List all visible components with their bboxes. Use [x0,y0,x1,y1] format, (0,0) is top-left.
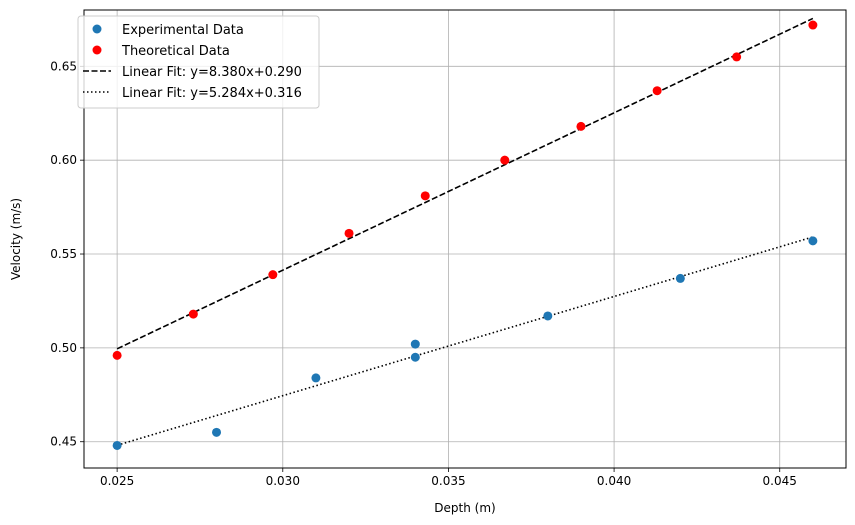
theoretical-point [652,86,662,96]
plot-frame [83,9,847,469]
x-tick-label: 0.035 [431,474,465,488]
theoretical-point [576,121,586,131]
x-axis-label: Depth (m) [434,501,495,515]
experimental-point [112,440,122,450]
y-tick-label: 0.55 [50,247,77,261]
experimental-point [543,311,553,321]
y-tick-label: 0.50 [50,341,77,355]
theoretical-point [112,350,122,360]
theoretical-point [188,309,198,319]
legend-label-theoretical: Theoretical Data [121,44,230,59]
fit-line-dotted [116,236,814,447]
experimental-point [675,273,685,283]
legend-marker-theoretical [92,45,102,55]
x-tick-label: 0.040 [597,474,631,488]
experimental-point [410,352,420,362]
y-tick-label: 0.45 [50,435,77,449]
fit-line-dashed [116,17,814,350]
legend-marker-experimental [92,24,102,34]
theoretical-point [268,270,278,280]
y-axis-label: Velocity (m/s) [9,198,23,280]
ticks: 0.025 0.030 0.035 0.040 0.045 0.45 0.50 0.55 0.6… [50,59,797,488]
theoretical-point [420,191,430,201]
theoretical-point [808,20,818,30]
x-tick-label: 0.025 [100,474,134,488]
experimental-point [311,373,321,383]
experimental-point [808,236,818,246]
legend-label-dashed-fit: Linear Fit: y=8.380x+0.290 [122,65,302,80]
fit-lines [116,17,814,447]
y-tick-label: 0.65 [50,59,77,73]
theoretical-point [344,228,354,238]
legend-label-experimental: Experimental Data [122,23,244,38]
theoretical-point [500,155,510,165]
x-tick-label: 0.045 [763,474,797,488]
legend: Experimental Data Theoretical Data Linea… [77,15,320,109]
experimental-point [212,427,222,437]
y-tick-label: 0.60 [50,153,77,167]
legend-label-dotted-fit: Linear Fit: y=5.284x+0.316 [122,86,302,101]
data-points [112,20,818,450]
x-tick-label: 0.030 [266,474,300,488]
theoretical-point [732,52,742,62]
legend-box [77,15,320,109]
experimental-point [410,339,420,349]
